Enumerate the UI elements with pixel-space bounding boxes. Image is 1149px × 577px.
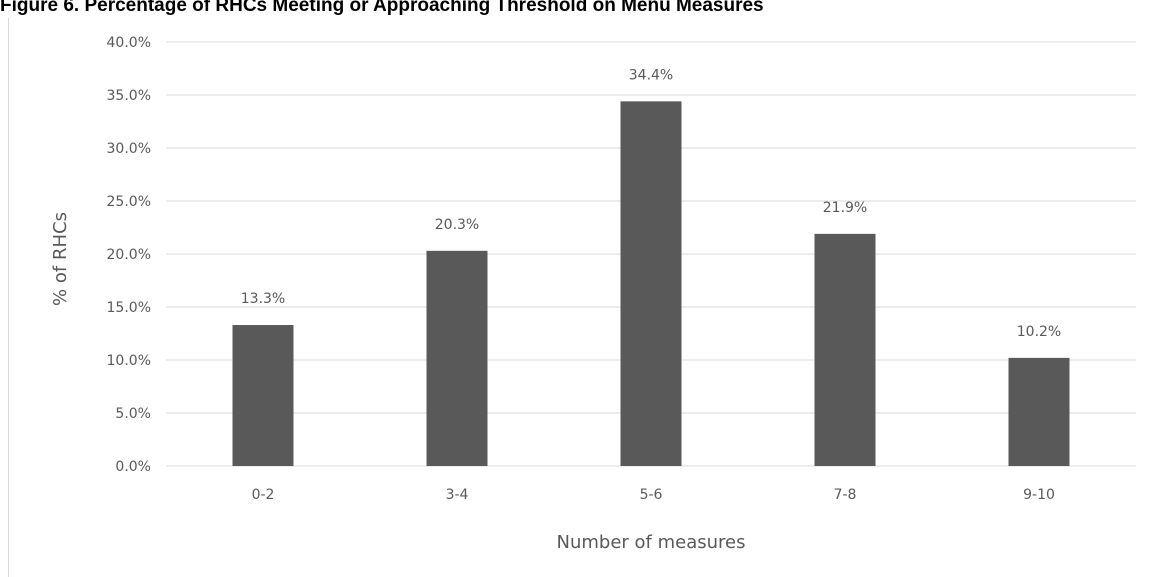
x-tick-label: 3-4	[446, 487, 469, 503]
data-label: 21.9%	[823, 200, 867, 216]
data-label: 34.4%	[629, 67, 673, 83]
bar-chart: 0.0% 5.0% 10.0% 15.0% 20.0% 25.0% 30.0% 35.0% 40…	[50, 35, 1136, 553]
x-tick-label: 0-2	[252, 487, 275, 503]
data-label: 20.3%	[435, 217, 479, 233]
bar	[814, 233, 876, 466]
y-tick-label: 5.0%	[115, 406, 151, 422]
y-tick-label: 40.0%	[107, 35, 151, 51]
x-tick-label: 5-6	[640, 487, 663, 503]
bar	[426, 250, 488, 466]
x-axis-title: Number of measures	[557, 532, 746, 553]
bar	[1008, 357, 1070, 466]
bar	[620, 101, 682, 467]
data-label: 10.2%	[1017, 324, 1061, 340]
data-labels: 13.3% 20.3% 34.4% 21.9% 10.2%	[241, 67, 1061, 340]
x-tick-label: 9-10	[1023, 487, 1055, 503]
y-tick-label: 25.0%	[107, 194, 151, 210]
bars	[232, 101, 1070, 467]
y-tick-label: 10.0%	[107, 353, 151, 369]
y-tick-label: 30.0%	[107, 141, 151, 157]
y-tick-label: 15.0%	[107, 300, 151, 316]
y-tick-label: 20.0%	[107, 247, 151, 263]
x-axis-ticks: 0-2 3-4 5-6 7-8 9-10	[252, 487, 1055, 503]
bar	[232, 325, 294, 466]
y-tick-label: 35.0%	[107, 88, 151, 104]
y-axis-title: % of RHCs	[50, 212, 71, 306]
x-tick-label: 7-8	[834, 487, 857, 503]
y-axis-ticks: 0.0% 5.0% 10.0% 15.0% 20.0% 25.0% 30.0% 35.0% 40…	[107, 35, 151, 475]
y-tick-label: 0.0%	[115, 459, 151, 475]
data-label: 13.3%	[241, 291, 285, 307]
figure-title: Figure 6. Percentage of RHCs Meeting or …	[0, 0, 764, 16]
chart-area: 0.0% 5.0% 10.0% 15.0% 20.0% 25.0% 30.0% 35.0% 40…	[8, 18, 1149, 577]
